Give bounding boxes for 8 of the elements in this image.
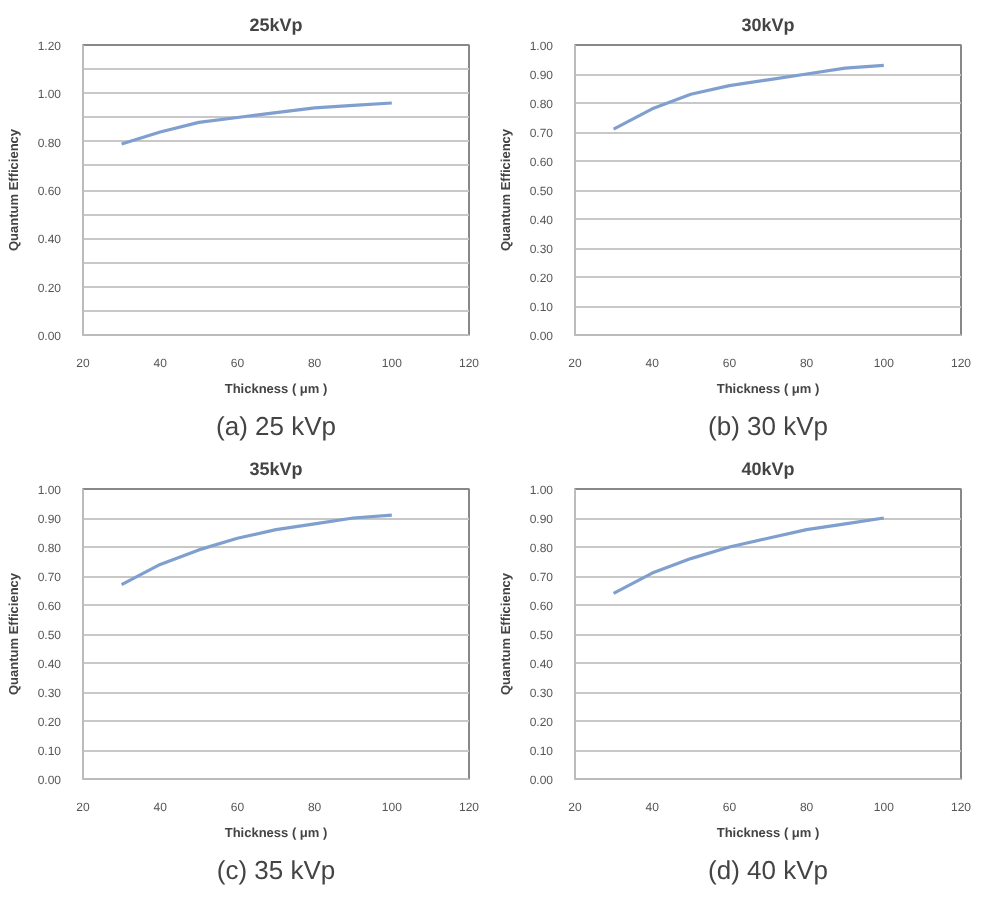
chart-title: 35kVp bbox=[249, 459, 304, 479]
text: (a) 25 kVp bbox=[216, 411, 336, 441]
chart-title: 30kVp bbox=[741, 15, 796, 35]
chart-title: 40kVp bbox=[741, 459, 796, 479]
chart-title: 25kVp bbox=[249, 15, 304, 35]
text: (b) 30 kVp bbox=[708, 411, 828, 441]
text: (d) 40 kVp bbox=[708, 855, 828, 885]
text: (c) 35 kVp bbox=[216, 855, 336, 885]
